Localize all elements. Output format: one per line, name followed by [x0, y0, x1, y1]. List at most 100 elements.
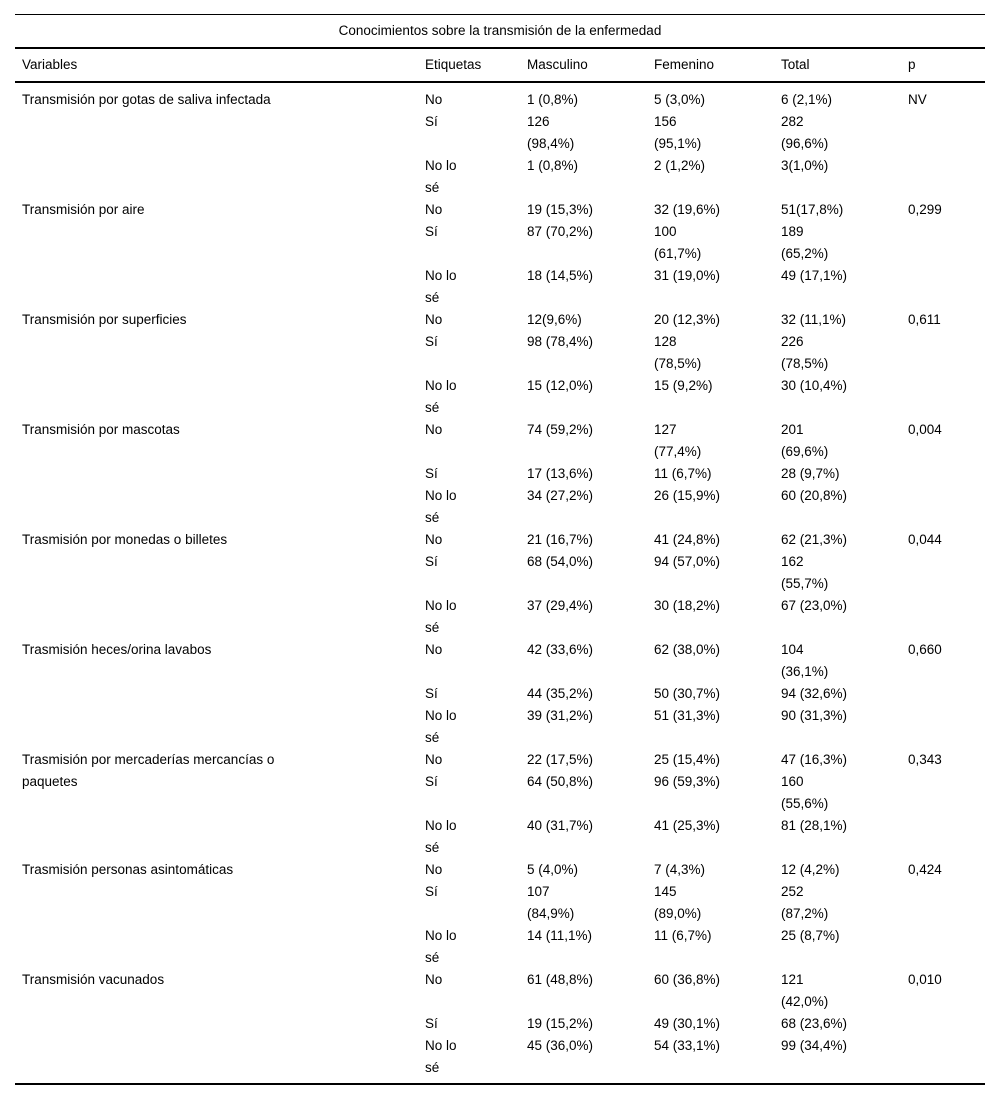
femenino-cell: 30 (18,2%)	[654, 598, 721, 613]
total-cell: 51(17,8%)	[781, 202, 844, 217]
etiqueta-cell: Sí	[425, 224, 438, 239]
total-cell: 189 (65,2%)	[781, 224, 829, 261]
masculino-cell: 17 (13,6%)	[527, 466, 594, 481]
femenino-cell: 11 (6,7%)	[654, 466, 712, 481]
masculino-cell: 61 (48,8%)	[527, 972, 594, 987]
masculino-cell: 22 (17,5%)	[527, 752, 594, 767]
total-cell: 49 (17,1%)	[781, 268, 848, 283]
p-value-cell: 0,424	[908, 862, 942, 877]
table-bottom-rule	[15, 1083, 985, 1085]
femenino-cell: 145 (89,0%)	[654, 884, 702, 921]
table-title: Conocimientos sobre la transmisión de la…	[338, 23, 662, 38]
femenino-cell: 62 (38,0%)	[654, 642, 721, 657]
header-divider-rule	[15, 81, 985, 83]
masculino-cell: 19 (15,3%)	[527, 202, 594, 217]
masculino-cell: 42 (33,6%)	[527, 642, 594, 657]
variable-row-group: Transmisión vacunados 0,010 No 61 (48,8%) 60…	[15, 969, 985, 1079]
etiqueta-cell: No	[425, 312, 443, 327]
etiqueta-cell: Sí	[425, 554, 438, 569]
total-cell: 81 (28,1%)	[781, 818, 848, 833]
masculino-cell: 68 (54,0%)	[527, 554, 594, 569]
masculino-cell: 74 (59,2%)	[527, 422, 594, 437]
femenino-cell: 127 (77,4%)	[654, 422, 702, 459]
variable-cell: Transmisión por gotas de saliva infectad…	[22, 92, 271, 107]
masculino-cell: 19 (15,2%)	[527, 1016, 594, 1031]
p-value-cell: 0,004	[908, 422, 942, 437]
femenino-cell: 128 (78,5%)	[654, 334, 702, 371]
etiqueta-cell: No	[425, 92, 443, 107]
table-title-row: Conocimientos sobre la transmisión de la…	[15, 15, 985, 47]
total-cell: 62 (21,3%)	[781, 532, 848, 547]
femenino-cell: 2 (1,2%)	[654, 158, 706, 173]
masculino-cell: 1 (0,8%)	[527, 158, 579, 173]
variable-cell: Transmisión por superficies	[22, 312, 187, 327]
masculino-cell: 44 (35,2%)	[527, 686, 594, 701]
variable-row-group: Trasmisión por mercaderías mercancías o …	[15, 749, 985, 859]
p-value-cell: NV	[908, 92, 927, 107]
etiqueta-cell: Sí	[425, 466, 438, 481]
p-value-cell: 0,611	[908, 312, 941, 327]
etiqueta-cell: Sí	[425, 686, 438, 701]
column-header-etiquetas: Etiquetas	[425, 57, 482, 72]
etiqueta-cell: No lo sé	[425, 488, 457, 525]
total-cell: 99 (34,4%)	[781, 1038, 848, 1053]
etiqueta-cell: Sí	[425, 114, 438, 129]
total-cell: 121 (42,0%)	[781, 972, 829, 1009]
femenino-cell: 31 (19,0%)	[654, 268, 721, 283]
variable-cell: Trasmisión personas asintomáticas	[22, 862, 234, 877]
table-header-row: Variables Etiquetas Masculino Femenino T…	[15, 49, 985, 81]
femenino-cell: 54 (33,1%)	[654, 1038, 721, 1053]
etiqueta-cell: Sí	[425, 1016, 438, 1031]
femenino-cell: 25 (15,4%)	[654, 752, 721, 767]
masculino-cell: 107 (84,9%)	[527, 884, 575, 921]
masculino-cell: 39 (31,2%)	[527, 708, 594, 723]
total-cell: 28 (9,7%)	[781, 466, 840, 481]
masculino-cell: 5 (4,0%)	[527, 862, 579, 877]
femenino-cell: 156 (95,1%)	[654, 114, 702, 151]
variable-row-group: Trasmisión heces/orina lavabos 0,660 No 42 …	[15, 639, 985, 749]
total-cell: 162 (55,7%)	[781, 554, 829, 591]
column-header-variables: Variables	[22, 57, 78, 72]
variable-row-group: Transmisión por superficies 0,611 No 12(9,6…	[15, 309, 985, 419]
total-cell: 104 (36,1%)	[781, 642, 829, 679]
masculino-cell: 45 (36,0%)	[527, 1038, 594, 1053]
p-value-cell: 0,343	[908, 752, 942, 767]
total-cell: 201 (69,6%)	[781, 422, 829, 459]
etiqueta-cell: No	[425, 642, 443, 657]
variable-cell: Trasmisión por monedas o billetes	[22, 532, 228, 547]
column-header-p: p	[908, 57, 916, 72]
etiqueta-cell: No	[425, 532, 443, 547]
etiqueta-cell: Sí	[425, 774, 438, 789]
total-cell: 60 (20,8%)	[781, 488, 848, 503]
masculino-cell: 12(9,6%)	[527, 312, 582, 327]
masculino-cell: 126 (98,4%)	[527, 114, 575, 151]
total-cell: 90 (31,3%)	[781, 708, 848, 723]
etiqueta-cell: No lo sé	[425, 268, 457, 305]
p-value-cell: 0,044	[908, 532, 942, 547]
femenino-cell: 15 (9,2%)	[654, 378, 713, 393]
masculino-cell: 64 (50,8%)	[527, 774, 594, 789]
total-cell: 25 (8,7%)	[781, 928, 840, 943]
etiqueta-cell: No lo sé	[425, 158, 457, 195]
p-value-cell: 0,660	[908, 642, 942, 657]
total-cell: 160 (55,6%)	[781, 774, 829, 811]
total-cell: 6 (2,1%)	[781, 92, 833, 107]
femenino-cell: 26 (15,9%)	[654, 488, 721, 503]
variable-row-group: Trasmisión por monedas o billetes 0,044 No…	[15, 529, 985, 639]
etiqueta-cell: Sí	[425, 884, 438, 899]
femenino-cell: 5 (3,0%)	[654, 92, 706, 107]
etiqueta-cell: No lo sé	[425, 1038, 457, 1075]
total-cell: 32 (11,1%)	[781, 312, 847, 327]
femenino-cell: 94 (57,0%)	[654, 554, 721, 569]
variable-cell: Trasmisión por mercaderías mercancías o …	[22, 752, 275, 789]
total-cell: 282 (96,6%)	[781, 114, 829, 151]
variable-row-group: Transmisión por mascotas 0,004 No 74 (59,2%…	[15, 419, 985, 529]
etiqueta-cell: No	[425, 422, 443, 437]
total-cell: 68 (23,6%)	[781, 1016, 848, 1031]
variable-row-group: Trasmisión personas asintomáticas 0,424 No…	[15, 859, 985, 969]
total-cell: 226 (78,5%)	[781, 334, 829, 371]
knowledge-transmission-table: Conocimientos sobre la transmisión de la…	[15, 14, 985, 1085]
masculino-cell: 40 (31,7%)	[527, 818, 594, 833]
variable-row-group: Transmisión por gotas de saliva infectad…	[15, 89, 985, 199]
femenino-cell: 49 (30,1%)	[654, 1016, 721, 1031]
